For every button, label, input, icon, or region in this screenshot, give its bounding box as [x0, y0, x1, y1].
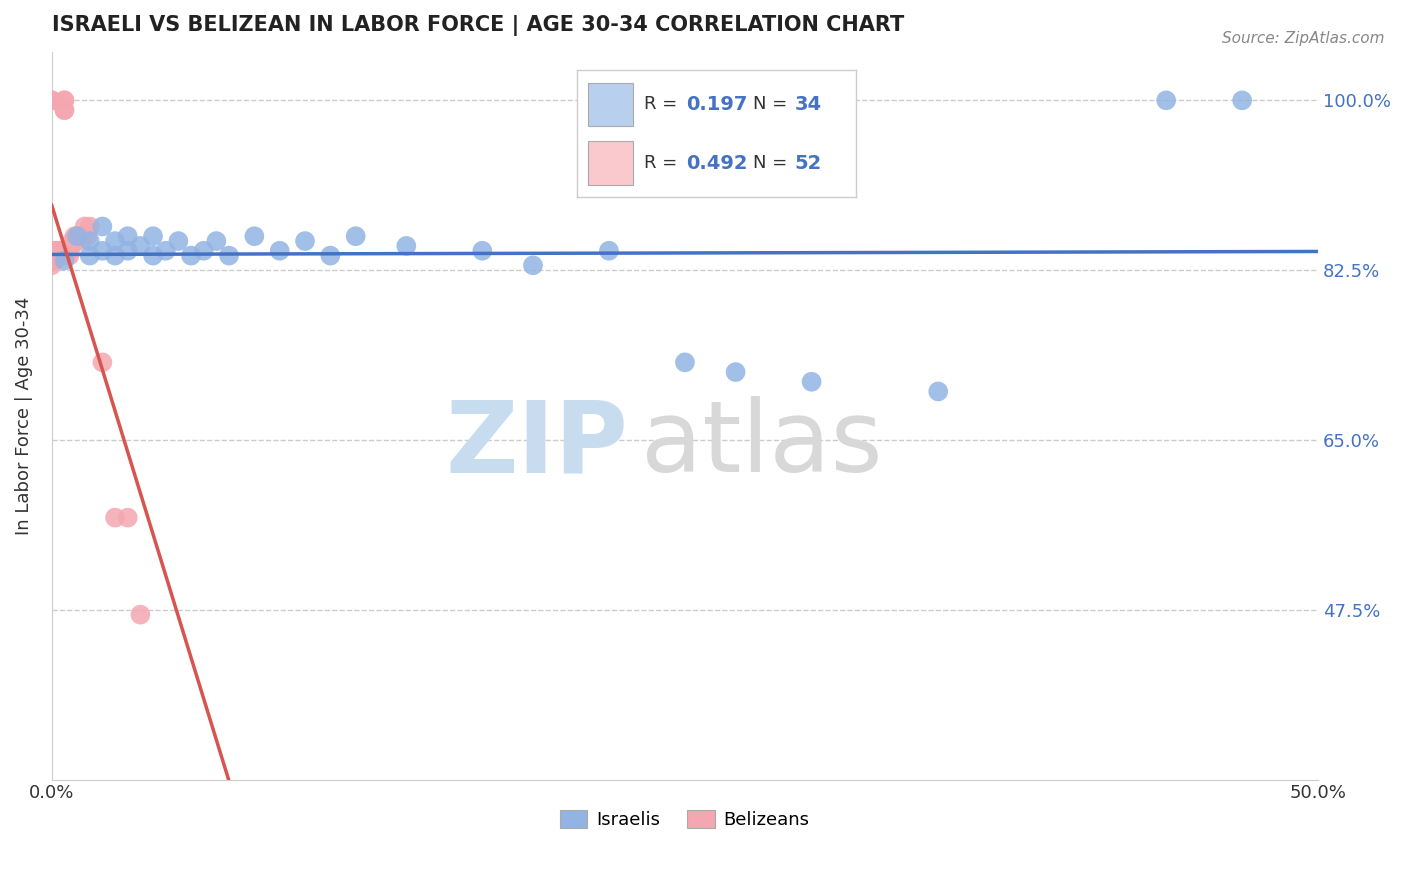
Point — [155, 244, 177, 258]
Point — [44, 249, 66, 263]
Point — [218, 249, 240, 263]
Point — [48, 249, 70, 263]
Point — [1230, 94, 1253, 108]
Text: atlas: atlas — [641, 396, 882, 493]
Point — [41, 253, 63, 268]
Point — [70, 229, 93, 244]
Point — [41, 253, 63, 268]
Point — [41, 258, 63, 272]
Point — [66, 229, 89, 244]
Point — [205, 234, 228, 248]
Text: Source: ZipAtlas.com: Source: ZipAtlas.com — [1222, 31, 1385, 46]
Legend: Israelis, Belizeans: Israelis, Belizeans — [553, 802, 817, 836]
Point — [66, 229, 89, 244]
Point — [58, 244, 80, 258]
Point — [522, 258, 544, 272]
Point — [91, 219, 114, 234]
Point — [117, 244, 139, 258]
Point — [269, 244, 291, 258]
Y-axis label: In Labor Force | Age 30-34: In Labor Force | Age 30-34 — [15, 296, 32, 535]
Point — [41, 94, 63, 108]
Point — [76, 229, 98, 244]
Point — [117, 510, 139, 524]
Point — [53, 253, 76, 268]
Point — [41, 249, 63, 263]
Point — [395, 239, 418, 253]
Point — [45, 249, 67, 263]
Point — [673, 355, 696, 369]
Point — [53, 94, 76, 108]
Point — [243, 229, 266, 244]
Point — [129, 239, 152, 253]
Point — [60, 234, 83, 248]
Point — [193, 244, 215, 258]
Point — [51, 244, 73, 258]
Point — [56, 244, 79, 258]
Point — [48, 249, 70, 263]
Point — [41, 249, 63, 263]
Point — [344, 229, 367, 244]
Point — [44, 244, 66, 258]
Point — [53, 103, 76, 117]
Point — [142, 249, 165, 263]
Point — [41, 94, 63, 108]
Point — [58, 249, 80, 263]
Point — [51, 249, 73, 263]
Point — [91, 355, 114, 369]
Point — [104, 510, 127, 524]
Point — [41, 249, 63, 263]
Point — [41, 249, 63, 263]
Point — [53, 103, 76, 117]
Point — [294, 234, 316, 248]
Point — [724, 365, 747, 379]
Point — [104, 234, 127, 248]
Point — [63, 234, 86, 248]
Point — [41, 244, 63, 258]
Point — [66, 234, 89, 248]
Point — [53, 94, 76, 108]
Point — [79, 234, 101, 248]
Point — [142, 229, 165, 244]
Text: ISRAELI VS BELIZEAN IN LABOR FORCE | AGE 30-34 CORRELATION CHART: ISRAELI VS BELIZEAN IN LABOR FORCE | AGE… — [52, 15, 904, 36]
Point — [180, 249, 202, 263]
Point — [51, 249, 73, 263]
Point — [91, 244, 114, 258]
Point — [44, 244, 66, 258]
Point — [79, 219, 101, 234]
Point — [48, 244, 70, 258]
Point — [129, 607, 152, 622]
Point — [319, 249, 342, 263]
Point — [104, 249, 127, 263]
Point — [927, 384, 949, 399]
Text: ZIP: ZIP — [446, 396, 628, 493]
Point — [79, 249, 101, 263]
Point — [44, 253, 66, 268]
Point — [45, 249, 67, 263]
Point — [73, 219, 96, 234]
Point — [800, 375, 823, 389]
Point — [117, 229, 139, 244]
Point — [167, 234, 190, 248]
Point — [48, 244, 70, 258]
Point — [1154, 94, 1177, 108]
Point — [56, 249, 79, 263]
Point — [44, 249, 66, 263]
Point — [63, 229, 86, 244]
Point — [60, 239, 83, 253]
Point — [44, 249, 66, 263]
Point — [598, 244, 620, 258]
Point — [44, 253, 66, 268]
Point — [45, 249, 67, 263]
Point — [41, 253, 63, 268]
Point — [471, 244, 494, 258]
Point — [45, 244, 67, 258]
Point — [41, 244, 63, 258]
